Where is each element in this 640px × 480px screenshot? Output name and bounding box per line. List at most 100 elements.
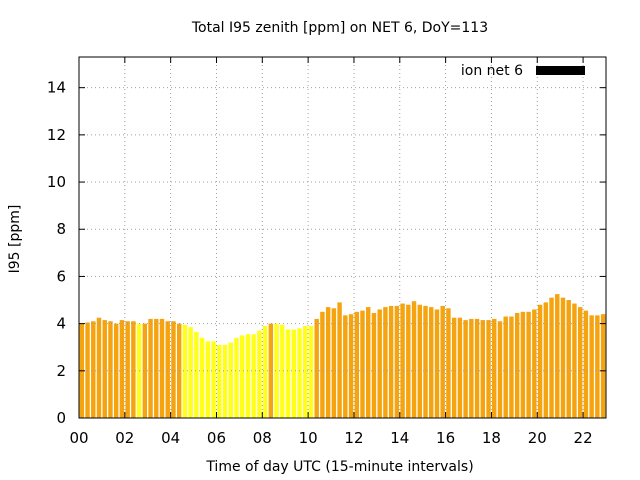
bar <box>257 330 262 418</box>
bar <box>417 304 422 418</box>
bar <box>268 323 274 418</box>
bar <box>360 310 365 418</box>
bar <box>383 307 388 418</box>
legend-label: ion net 6 <box>461 63 523 79</box>
x-tick-label: 20 <box>528 429 547 447</box>
y-tick-label: 4 <box>56 315 66 333</box>
bar <box>434 309 440 418</box>
bar <box>463 320 468 418</box>
bar <box>537 304 543 418</box>
bar <box>388 305 394 418</box>
x-tick-label: 04 <box>161 429 180 447</box>
bar <box>297 328 302 418</box>
bars <box>79 294 606 418</box>
chart-title: Total I95 zenith [ppm] on NET 6, DoY=113 <box>191 20 488 36</box>
bar <box>102 320 107 418</box>
bar <box>211 341 216 418</box>
bar <box>280 324 285 418</box>
x-tick-label: 06 <box>207 429 226 447</box>
legend-swatch <box>536 66 585 75</box>
bar <box>262 325 268 418</box>
bar <box>239 335 245 418</box>
bar <box>142 323 148 418</box>
bar <box>400 303 405 418</box>
bar <box>291 329 296 418</box>
y-tick-label: 8 <box>56 220 66 238</box>
bar <box>589 315 594 418</box>
bar <box>171 321 176 418</box>
bar <box>119 320 125 418</box>
bar <box>251 334 256 418</box>
bar <box>572 303 577 418</box>
x-tick-label: 14 <box>390 429 409 447</box>
bar <box>154 318 159 418</box>
y-tick-label: 6 <box>56 267 66 285</box>
bar <box>526 311 531 418</box>
bar <box>566 300 571 418</box>
bar <box>371 313 377 418</box>
bar <box>194 331 199 418</box>
bar <box>303 325 308 418</box>
bar <box>411 301 417 418</box>
legend: ion net 6 <box>461 63 585 79</box>
bar <box>199 337 205 418</box>
bar <box>543 302 549 418</box>
bar <box>480 320 486 418</box>
bar <box>503 316 508 418</box>
y-tick-label: 2 <box>56 362 66 380</box>
bar <box>337 302 342 418</box>
y-tick-label: 12 <box>47 126 66 144</box>
bar <box>577 307 583 418</box>
bar <box>549 297 554 418</box>
bar <box>228 342 233 418</box>
x-tick-label: 22 <box>574 429 593 447</box>
x-tick-label: 00 <box>69 429 88 447</box>
bar <box>96 317 102 418</box>
bar <box>108 321 113 418</box>
bar <box>188 327 193 418</box>
bar <box>222 344 228 418</box>
bar <box>205 341 211 418</box>
gridlines <box>79 57 606 418</box>
y-tick-label: 10 <box>47 173 66 191</box>
y-axis-label: I95 [ppm] <box>7 205 23 274</box>
x-tick-label: 02 <box>115 429 134 447</box>
bar <box>325 307 331 418</box>
bar <box>148 318 153 418</box>
x-tick-label: 16 <box>436 429 455 447</box>
bar <box>285 329 291 418</box>
bar <box>595 315 600 418</box>
bar <box>423 305 428 418</box>
bar <box>245 334 251 418</box>
x-tick-label: 18 <box>482 429 501 447</box>
bar <box>354 311 359 418</box>
bar <box>560 297 566 418</box>
bar <box>583 310 589 418</box>
bar <box>520 311 526 418</box>
bar <box>497 321 503 418</box>
plot-frame <box>78 56 607 419</box>
y-tick-label: 0 <box>56 409 66 427</box>
bar <box>469 318 474 418</box>
x-tick-label: 10 <box>299 429 318 447</box>
bar <box>446 308 451 418</box>
bar <box>331 308 337 418</box>
bar <box>394 305 400 418</box>
bar <box>440 305 445 418</box>
bar <box>486 320 491 418</box>
bar <box>532 309 537 418</box>
bar <box>406 304 411 418</box>
bar <box>274 323 279 418</box>
bar <box>131 321 136 418</box>
x-axis-label: Time of day UTC (15-minute intervals) <box>205 459 473 475</box>
bar <box>509 316 514 418</box>
bar <box>320 311 325 418</box>
bar <box>308 325 314 418</box>
y-tick-label: 14 <box>47 79 66 97</box>
bar <box>125 321 130 418</box>
bar <box>366 307 371 418</box>
x-tick-label: 12 <box>344 429 363 447</box>
bar <box>377 309 382 418</box>
bar <box>234 337 239 418</box>
